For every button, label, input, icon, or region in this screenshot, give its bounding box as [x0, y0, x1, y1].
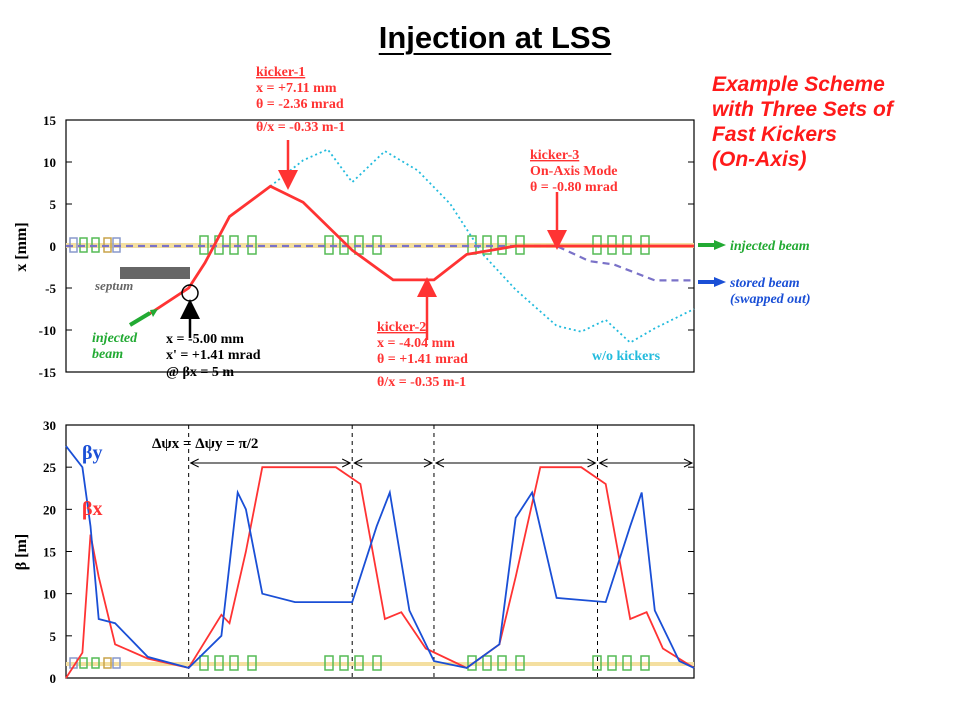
stored-beam-arrow-head	[714, 277, 726, 287]
quadrupole-magnet	[467, 655, 477, 671]
quadrupole-magnet	[324, 655, 334, 671]
beta-series	[65, 445, 695, 679]
phase-span-arrowhead	[353, 458, 363, 468]
beta-tick-label: 10	[43, 587, 56, 602]
orbit-tick-label: 15	[43, 113, 57, 128]
orbit-tick-label: 10	[43, 155, 56, 170]
injected-beam-label: injected beam	[730, 239, 810, 254]
quadrupole-magnet	[482, 655, 492, 671]
septum-magnet	[120, 267, 190, 279]
page-title: Injection at LSS	[378, 20, 612, 55]
quadrupole-magnet	[497, 655, 507, 671]
quadrupole-magnet	[592, 655, 602, 671]
inject-point-annotation: x = -5.00 mm x' = +1.41 mrad @ βx = 5 m	[166, 332, 261, 380]
quadrupole-magnet	[622, 655, 632, 671]
beta-magnet-lattice	[69, 655, 650, 671]
inject-point-xprime: x' = +1.41 mrad	[166, 348, 261, 363]
quadrupole-magnet	[339, 655, 349, 671]
scheme-line-2: with Three Sets of	[712, 98, 893, 121]
beta-tick-label: 20	[43, 502, 56, 517]
beta-chart: 30 25 20 15 10 5 0 β [m] Δψx = Δψy = π/2 βy βx	[13, 418, 695, 686]
kicker-3-mode: On-Axis Mode	[530, 164, 618, 179]
injection-magnet	[91, 657, 100, 669]
kicker-2-label: kicker-2	[377, 320, 426, 335]
phase-span-arrowhead	[434, 458, 445, 468]
inject-point-beta: @ βx = 5 m	[166, 365, 234, 380]
scheme-line-4: (On-Axis)	[712, 148, 807, 171]
stored-beam-sublabel: (swapped out)	[730, 292, 811, 307]
stored-beam-label: stored beam	[729, 276, 800, 291]
scheme-line-1: Example Scheme	[712, 73, 885, 96]
beta-tick-label: 25	[43, 460, 57, 475]
quadrupole-magnet	[214, 655, 224, 671]
beta-tick-label: 5	[50, 629, 57, 644]
quadrupole-magnet	[354, 655, 364, 671]
phase-span-arrowhead	[587, 458, 597, 468]
quadrupole-magnet	[515, 655, 525, 671]
orbit-series-stored	[66, 244, 694, 282]
injection-magnet	[79, 657, 88, 669]
quadrupole-magnet	[199, 655, 209, 671]
phase-span-arrowhead	[683, 458, 694, 468]
quadrupole-magnet	[229, 655, 239, 671]
quadrupole-magnet	[640, 655, 650, 671]
beta-x-series	[65, 466, 695, 679]
beta-tick-label: 0	[50, 671, 57, 686]
scheme-line-3: Fast Kickers	[712, 123, 837, 146]
phase-span-arrowhead	[598, 458, 608, 468]
kicker-1-x: x = +7.11 mm	[256, 81, 337, 96]
scheme-description: Example Scheme with Three Sets of Fast K…	[712, 72, 952, 172]
phase-advance-label: Δψx = Δψy = π/2	[152, 436, 258, 452]
kicker-3-theta: θ = -0.80 mrad	[530, 180, 618, 195]
quadrupole-magnet	[607, 655, 617, 671]
kicker-3-annotation: kicker-3 On-Axis Mode θ = -0.80 mrad	[530, 148, 618, 195]
beta-y-ticks: 30 25 20 15 10 5 0	[43, 418, 694, 686]
orbit-tick-label: -15	[39, 365, 57, 380]
beta-y-series	[65, 445, 695, 669]
quadrupole-magnet	[372, 655, 382, 671]
kicker-2-ratio: θ/x = -0.35 m-1	[377, 375, 466, 390]
kicker-1-ratio: θ/x = -0.33 m-1	[256, 120, 345, 135]
kicker-3-label: kicker-3	[530, 148, 579, 163]
beta-beam-pipe	[66, 662, 694, 666]
injected-beam-arrow-left-head	[150, 309, 158, 317]
injected-beam-arrow-left	[128, 311, 152, 327]
septum-label: septum	[94, 278, 133, 293]
orbit-y-axis-label: x [mm]	[13, 222, 30, 271]
kicker-1-theta: θ = -2.36 mrad	[256, 97, 344, 112]
beta-y-axis-label: β [m]	[13, 534, 30, 570]
kicker-2-x: x = -4.04 mm	[377, 336, 455, 351]
legend-beta-x: βx	[82, 498, 103, 520]
orbit-y-ticks: 15 10 5 0 -5 -10 -15	[39, 113, 694, 380]
phase-advance-arrows	[189, 458, 694, 468]
kicker-2-annotation: kicker-2 x = -4.04 mm θ = +1.41 mrad θ/x…	[377, 320, 468, 390]
phase-span-arrowhead	[189, 458, 199, 468]
orbit-tick-label: 5	[50, 197, 57, 212]
wo-kickers-label: w/o kickers	[592, 349, 661, 364]
injected-left-line-1: injected	[92, 331, 138, 346]
phase-span-arrowhead	[423, 458, 434, 468]
injected-left-line-2: beam	[92, 347, 123, 362]
beta-cell-dividers	[188, 425, 599, 678]
injection-magnet	[112, 657, 121, 669]
kicker-2-theta: θ = +1.41 mrad	[377, 352, 468, 367]
injected-beam-arrow-head	[714, 240, 726, 250]
quadrupole-magnet	[247, 655, 257, 671]
orbit-chart: 15 10 5 0 -5 -10 -15 x [mm] kicker-1 x = +7.11…	[13, 65, 811, 390]
phase-span-arrowhead	[341, 458, 352, 468]
injection-magnet	[103, 657, 112, 669]
beta-tick-label: 15	[43, 545, 57, 560]
kicker-1-label: kicker-1	[256, 65, 305, 80]
kicker-1-annotation: kicker-1 x = +7.11 mm θ = -2.36 mrad θ/x…	[256, 65, 345, 135]
orbit-tick-label: -10	[39, 323, 56, 338]
beta-tick-label: 30	[43, 418, 56, 433]
orbit-tick-label: -5	[45, 281, 56, 296]
legend-beta-y: βy	[82, 442, 103, 464]
inject-point-x: x = -5.00 mm	[166, 332, 244, 347]
orbit-tick-label: 0	[50, 239, 57, 254]
